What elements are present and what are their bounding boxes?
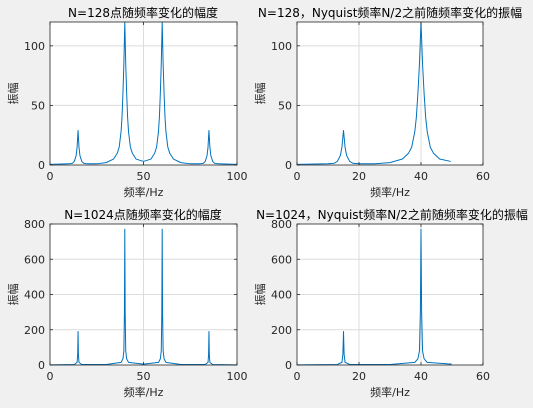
x-tick-label: 0 [294,170,301,183]
y-tick-label: 50 [278,99,292,112]
x-tick-label: 50 [137,370,151,383]
y-tick-label: 600 [24,253,45,266]
y-axis-label: 振幅 [6,83,20,105]
y-tick-label: 0 [38,159,45,172]
series-line-1 [49,21,238,165]
chart-title: N=1024，Nyquist频率N/2之前随频率变化的振幅 [256,207,528,222]
y-tick-label: 200 [271,324,292,337]
y-tick-label: 400 [271,289,292,302]
y-axis-label: 振幅 [253,284,267,306]
x-tick-label: 60 [476,370,490,383]
plot-area [297,22,483,165]
y-tick-label: 0 [38,359,45,372]
x-tick-label: 40 [414,170,428,183]
x-axis-label: 频率/Hz [370,385,410,399]
y-tick-label: 800 [24,218,45,231]
y-tick-label: 100 [271,40,292,53]
x-tick-label: 100 [227,370,248,383]
y-tick-label: 600 [271,253,292,266]
x-axis-label: 频率/Hz [124,385,164,399]
x-tick-label: 0 [294,370,301,383]
y-tick-label: 400 [24,289,45,302]
chart-title: N=128点随频率变化的幅度 [68,5,218,20]
x-axis-label: 频率/Hz [370,185,410,199]
x-tick-label: 0 [47,370,54,383]
x-tick-label: 60 [476,170,490,183]
y-tick-label: 800 [271,218,292,231]
y-axis-label: 振幅 [253,83,267,105]
y-tick-label: 0 [285,359,292,372]
y-axis-label: 振幅 [6,284,20,306]
y-tick-label: 50 [31,99,45,112]
chart-title: N=1024点随频率变化的幅度 [64,207,222,222]
chart-4: 0 20 40 600200400600800N=1024，Nyquist频率N/2之… [253,207,528,399]
series-line-1 [296,228,452,366]
x-tick-label: 50 [137,170,151,183]
x-tick-label: 20 [352,370,366,383]
chart-title: N=128，Nyquist频率N/2之前随频率变化的振幅 [258,5,522,20]
axes-box [296,21,484,166]
x-tick-label: 20 [352,170,366,183]
x-axis-label: 频率/Hz [124,185,164,199]
series-line-1 [296,21,451,165]
x-tick-label: 100 [227,170,248,183]
y-tick-label: 200 [24,324,45,337]
y-tick-label: 100 [24,40,45,53]
x-tick-label: 40 [414,370,428,383]
x-tick-label: 0 [47,170,54,183]
y-tick-label: 0 [285,159,292,172]
chart-2: 0 20 40 60 0 50 100 N=128，Nyquist频率N/2之前随频率变化的振… [253,5,522,199]
